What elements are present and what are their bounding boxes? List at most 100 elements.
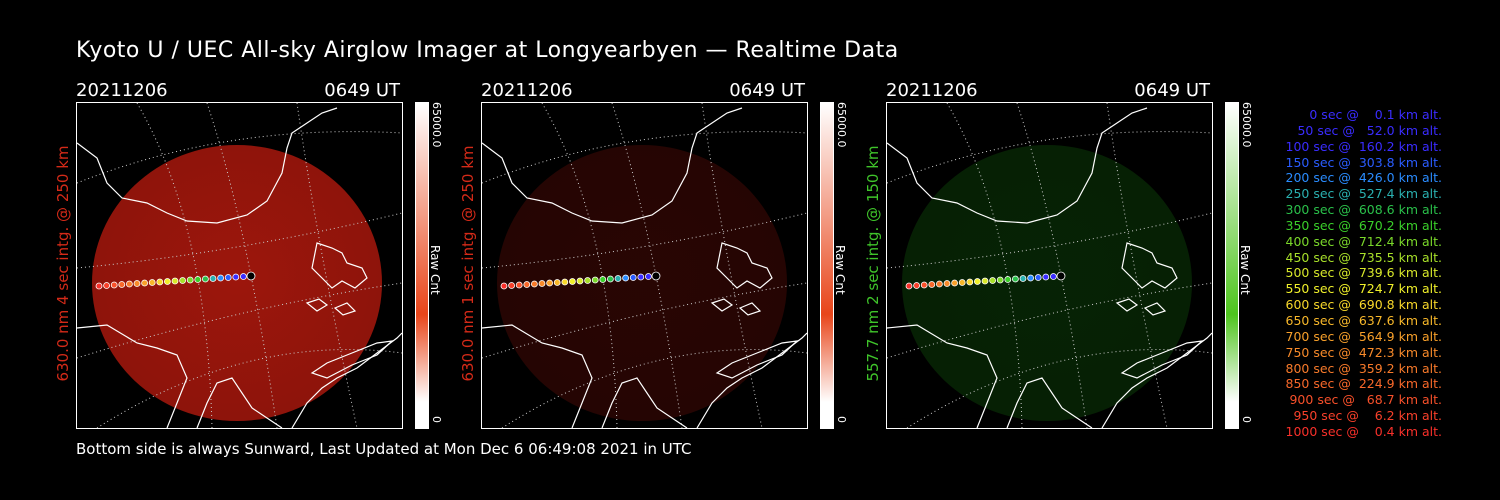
legend-entry: 950 sec @ 6.2 km alt. xyxy=(1293,408,1442,424)
legend-entry: 400 sec @ 712.4 km alt. xyxy=(1285,233,1442,249)
trajectory-point xyxy=(913,282,921,289)
colorbar xyxy=(415,102,429,429)
trajectory-point xyxy=(103,282,111,289)
trajectory-point xyxy=(1011,275,1019,283)
trajectory-point xyxy=(1049,273,1057,280)
trajectory-point xyxy=(1027,274,1035,282)
legend-entry: 650 sec @ 637.6 km alt. xyxy=(1285,312,1442,328)
trajectory-point xyxy=(141,279,148,287)
trajectory-point xyxy=(974,278,981,285)
legend-entry: 350 sec @ 670.2 km alt. xyxy=(1285,217,1442,233)
coastline xyxy=(1115,298,1139,312)
coastline xyxy=(1121,242,1178,289)
coastline xyxy=(482,107,743,224)
trajectory-point xyxy=(561,278,569,286)
coastline xyxy=(738,302,762,316)
trajectory-point xyxy=(500,282,508,290)
legend-entry: 700 sec @ 564.9 km alt. xyxy=(1285,328,1442,344)
trajectory-point xyxy=(951,279,958,287)
coastline xyxy=(1120,340,1204,379)
allsky-map xyxy=(482,103,807,428)
coastline xyxy=(482,324,593,428)
trajectory-point xyxy=(201,275,209,283)
trajectory-point xyxy=(1056,271,1066,281)
trajectory-point xyxy=(515,281,523,289)
colorbar xyxy=(1225,102,1239,429)
trajectory-point xyxy=(538,280,546,287)
panel-2: 20211206 0649 UT 630.0 nm 1 sec intg. @ … xyxy=(459,80,901,430)
trajectory-point xyxy=(148,279,156,286)
coastline xyxy=(1006,377,1093,428)
trajectory-point xyxy=(996,276,1004,284)
footer-note: Bottom side is always Sunward, Last Upda… xyxy=(76,440,692,458)
legend-entry: 450 sec @ 735.5 km alt. xyxy=(1285,249,1442,265)
trajectory-point xyxy=(606,275,614,283)
airglow-region xyxy=(902,145,1192,421)
coastline xyxy=(310,340,394,379)
trajectory-point xyxy=(1004,276,1012,283)
coastline xyxy=(696,332,807,428)
colorbar-max: 65000.0 xyxy=(1240,102,1253,148)
coastline xyxy=(77,324,188,428)
legend-entry: 900 sec @ 68.7 km alt. xyxy=(1289,392,1442,408)
trajectory-point xyxy=(246,271,256,281)
colorbar-label: Raw Cnt xyxy=(428,245,442,295)
colorbar-min: 0 xyxy=(430,416,443,423)
coastline xyxy=(710,298,734,312)
legend-entry: 300 sec @ 608.6 km alt. xyxy=(1285,202,1442,218)
trajectory-point xyxy=(217,274,225,282)
coastline xyxy=(1143,302,1167,316)
trajectory-point xyxy=(905,282,913,290)
trajectory-point xyxy=(164,278,171,285)
trajectory-point xyxy=(569,278,576,285)
trajectory-point xyxy=(531,280,538,288)
legend-entry: 100 sec @ 160.2 km alt. xyxy=(1285,138,1442,154)
colorbar-min: 0 xyxy=(1240,416,1253,423)
trajectory-point xyxy=(614,275,622,282)
y-axis-label: 630.0 nm 4 sec intg. @ 250 km xyxy=(54,145,72,382)
coastline xyxy=(305,298,329,312)
trajectory-point xyxy=(599,276,607,283)
page-title: Kyoto U / UEC All-sky Airglow Imager at … xyxy=(76,38,899,63)
coastline xyxy=(291,332,402,428)
coastline xyxy=(601,377,688,428)
trajectory-point xyxy=(95,282,103,290)
allsky-image xyxy=(76,102,403,429)
trajectory-point xyxy=(171,277,179,285)
legend-entry: 750 sec @ 472.3 km alt. xyxy=(1285,344,1442,360)
colorbar-label: Raw Cnt xyxy=(1238,245,1252,295)
time-altitude-legend: 0 sec @ 0.1 km alt. 50 sec @ 52.0 km alt.… xyxy=(1262,107,1442,440)
trajectory-point xyxy=(989,277,996,284)
trajectory-point xyxy=(1042,273,1050,281)
trajectory-point xyxy=(651,271,661,281)
airglow-region xyxy=(92,145,382,421)
trajectory-point xyxy=(553,279,561,286)
trajectory-point xyxy=(239,273,247,280)
panel-time: 0649 UT xyxy=(1134,80,1210,101)
trajectory-point xyxy=(118,281,126,288)
coastline xyxy=(716,242,773,289)
coastline xyxy=(333,302,357,316)
legend-entry: 1000 sec @ 0.4 km alt. xyxy=(1285,423,1442,439)
colorbar-max: 65000.0 xyxy=(430,102,443,148)
legend-entry: 50 sec @ 52.0 km alt. xyxy=(1297,122,1442,138)
trajectory-point xyxy=(576,277,584,285)
trajectory-point xyxy=(591,276,599,284)
y-axis-label: 630.0 nm 1 sec intg. @ 250 km xyxy=(459,145,477,382)
legend-entry: 500 sec @ 739.6 km alt. xyxy=(1285,265,1442,281)
trajectory-point xyxy=(1019,275,1027,282)
coastline xyxy=(196,377,283,428)
panel-date: 20211206 xyxy=(481,80,573,101)
allsky-map xyxy=(887,103,1212,428)
airglow-region xyxy=(497,145,787,421)
trajectory-point xyxy=(508,282,516,289)
coastline xyxy=(887,324,998,428)
colorbar-max: 65000.0 xyxy=(835,102,848,148)
trajectory-point xyxy=(179,277,186,284)
trajectory-point xyxy=(546,279,553,287)
trajectory-point xyxy=(133,280,141,287)
trajectory-point xyxy=(232,273,240,281)
coastline xyxy=(1101,332,1212,428)
legend-entry: 150 sec @ 303.8 km alt. xyxy=(1285,154,1442,170)
y-axis-label: 557.7 nm 2 sec intg. @ 150 km xyxy=(864,145,882,382)
